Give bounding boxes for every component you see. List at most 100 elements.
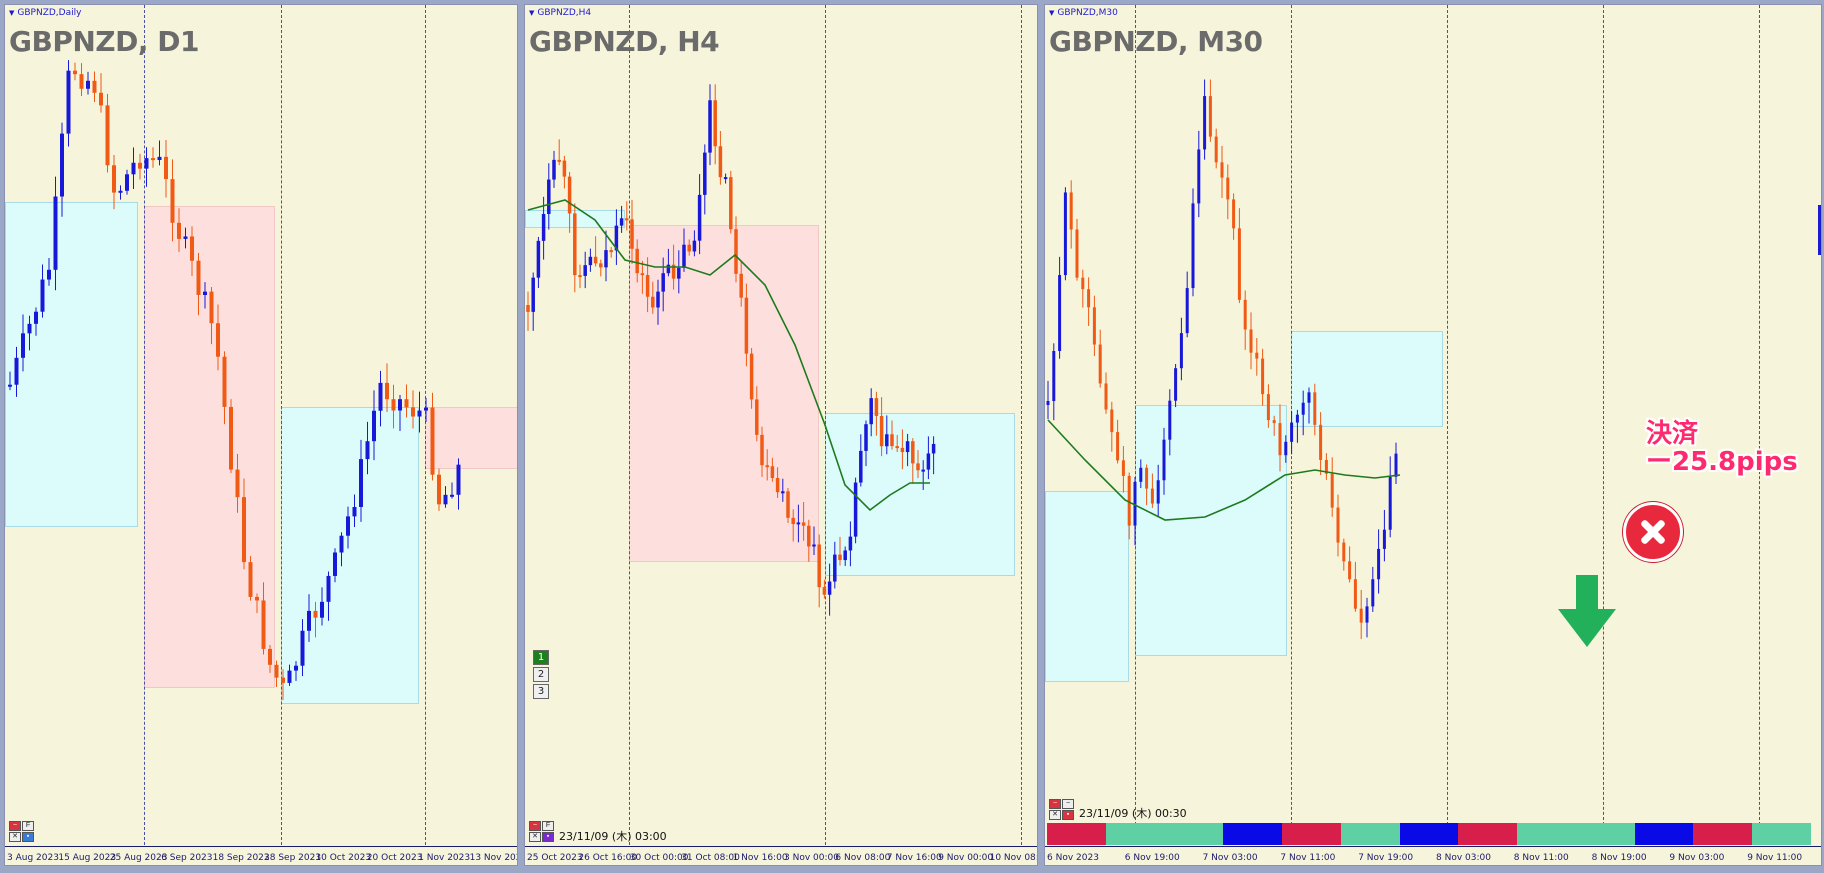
indicator-cell <box>1223 823 1283 845</box>
candle-body <box>34 311 38 324</box>
candle-body <box>666 264 671 274</box>
candle-body <box>268 648 272 665</box>
close-button[interactable]: ✕ <box>9 832 21 842</box>
minus-button-2[interactable]: − <box>1062 799 1074 809</box>
candle-body <box>713 100 717 147</box>
square-button[interactable]: ▪ <box>22 832 34 842</box>
indicator-cell <box>1634 823 1694 845</box>
candle-body <box>677 267 681 279</box>
candle-body <box>1116 432 1120 461</box>
chart-panel-h4[interactable]: GBPNZD,H4 GBPNZD, H4 1 2 3 − F ✕ ▪ 23/11… <box>524 4 1038 866</box>
candle-body <box>1191 203 1195 289</box>
candle-body <box>864 424 868 451</box>
candle-body <box>1063 192 1067 276</box>
candle-body <box>450 494 454 497</box>
candle-body <box>697 194 702 241</box>
period-separator <box>281 5 282 845</box>
candle-body <box>1278 423 1282 456</box>
candle-body <box>14 357 19 385</box>
candle-body <box>874 398 879 416</box>
candle-body <box>885 434 889 447</box>
candle-body <box>27 323 32 334</box>
candle-body <box>372 410 376 442</box>
f-button[interactable]: F <box>22 821 34 831</box>
candle-body <box>744 297 749 354</box>
candle-body <box>536 240 541 278</box>
chart-panel-d1[interactable]: GBPNZD,Daily GBPNZD, D1 − F ✕ ▪ 3 Aug 20… <box>4 4 518 866</box>
minus-button[interactable]: − <box>1049 799 1061 809</box>
time-axis-tick: 7 Nov 11:00 <box>1280 853 1336 863</box>
candle-body <box>53 196 58 270</box>
indicator-cell <box>1282 823 1341 845</box>
candle-body <box>385 382 389 400</box>
candle-body <box>320 601 324 618</box>
zone-blue <box>1135 405 1287 656</box>
number-button-1[interactable]: 1 <box>533 650 549 665</box>
candle-body <box>843 550 847 561</box>
candle-body <box>807 525 811 547</box>
candle-body <box>822 587 827 595</box>
candle-body <box>1313 392 1317 425</box>
candle-body <box>1092 307 1096 345</box>
candle-body <box>1301 402 1305 415</box>
candle-body <box>614 225 619 251</box>
candle-body <box>287 670 292 683</box>
candle-body <box>1214 136 1218 163</box>
time-axis-tick: 9 Nov 11:00 <box>1747 853 1803 863</box>
candle-body <box>1104 383 1108 410</box>
candle-body <box>333 552 337 576</box>
candle-body <box>404 399 409 408</box>
time-axis-tick: 1 Nov 2023 <box>418 853 471 863</box>
candle-body <box>417 410 422 417</box>
candle-body <box>1075 229 1079 278</box>
annotation-line-1: 決済 <box>1646 419 1699 449</box>
candle-body <box>640 273 645 276</box>
time-axis: 6 Nov 2023 6 Nov 19:00 7 Nov 03:00 7 Nov 11… <box>1045 846 1821 865</box>
candle-body <box>1110 409 1114 433</box>
candle-body <box>791 517 795 525</box>
candle-body <box>775 477 780 493</box>
candle-body <box>656 291 660 308</box>
candle-body <box>1330 473 1334 508</box>
square-button[interactable]: ▪ <box>542 832 554 842</box>
candle-body <box>1052 351 1056 402</box>
number-button-2[interactable]: 2 <box>533 667 549 682</box>
candle-body <box>229 406 233 470</box>
candle-body <box>261 600 266 649</box>
candle-body <box>1081 277 1085 290</box>
minus-button[interactable]: − <box>529 821 541 831</box>
candle-body <box>378 382 383 411</box>
minus-button[interactable]: − <box>9 821 21 831</box>
candle-body <box>1295 414 1299 423</box>
number-button-3[interactable]: 3 <box>533 684 549 699</box>
candle-body <box>164 156 168 180</box>
zone-pink <box>425 407 517 469</box>
candle-body <box>905 441 910 453</box>
candle-body <box>79 74 84 89</box>
f-button[interactable]: F <box>542 821 554 831</box>
candle-body <box>786 491 790 518</box>
chart-panel-m30[interactable]: GBPNZD,M30 GBPNZD, M30 − − ✕ ▪ 23/11/09 … <box>1044 4 1822 866</box>
candle-body <box>588 256 593 266</box>
chart-title: GBPNZD, D1 <box>9 25 199 58</box>
candle-body <box>86 80 90 89</box>
time-axis-tick: 6 Sep 2023 <box>161 853 213 863</box>
candle-body <box>671 264 676 279</box>
candle-body <box>47 269 51 280</box>
candle-body <box>300 630 305 666</box>
candle-body <box>209 291 214 324</box>
candle-body <box>456 464 461 495</box>
scroll-marker[interactable] <box>1818 205 1821 255</box>
close-button[interactable]: ✕ <box>1049 810 1061 820</box>
candle-body <box>619 218 624 226</box>
candle-body <box>1319 424 1323 460</box>
candle-body <box>196 260 201 295</box>
candle-body <box>1290 422 1294 442</box>
candle-body <box>833 554 837 582</box>
candle-body <box>346 516 350 536</box>
candle-body <box>398 399 402 411</box>
square-button[interactable]: ▪ <box>1062 810 1074 820</box>
candle-body <box>1237 228 1241 300</box>
time-axis-tick: 7 Nov 19:00 <box>1358 853 1414 863</box>
close-button[interactable]: ✕ <box>529 832 541 842</box>
